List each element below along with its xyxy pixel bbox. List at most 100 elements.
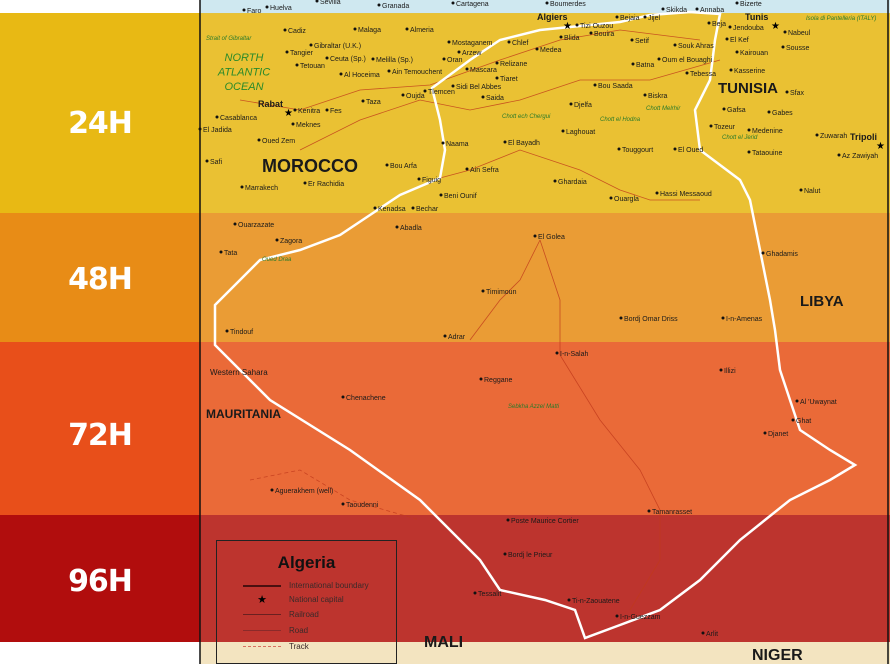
ocean-label: NORTH <box>225 52 264 64</box>
city-label: Relizane <box>500 61 527 68</box>
city-label: Souk Ahras <box>678 43 714 50</box>
city-dot <box>423 89 427 93</box>
city-label: Setif <box>635 38 649 45</box>
city-label: Kasserine <box>734 68 765 75</box>
city-label: Touggourt <box>622 147 653 154</box>
city-dot <box>661 7 665 11</box>
city-label: Zuwarah <box>820 133 847 140</box>
city-label: Oran <box>447 57 463 64</box>
city-dot <box>545 1 549 5</box>
city-dot <box>439 193 443 197</box>
city-dot <box>219 250 223 254</box>
city-dot <box>567 598 571 602</box>
city-dot <box>270 488 274 492</box>
city-dot <box>837 153 841 157</box>
city-dot <box>303 181 307 185</box>
city-label: Tetouan <box>300 63 325 70</box>
city-dot <box>767 110 771 114</box>
city-label: El Kef <box>730 37 749 44</box>
star-icon: ★ <box>876 141 885 152</box>
city-label: Medea <box>540 47 562 54</box>
city-label: Arzew <box>462 50 482 57</box>
city-dot <box>417 177 421 181</box>
city-dot <box>631 62 635 66</box>
city-label: Chenachene <box>346 395 386 402</box>
city-dot <box>763 431 767 435</box>
feature-label: Oued Draa <box>262 257 292 263</box>
city-dot <box>205 159 209 163</box>
city-dot <box>643 15 647 19</box>
city-label: Sevilla <box>320 0 341 6</box>
city-dot <box>555 351 559 355</box>
feature-label: Chott el Hodna <box>600 117 641 123</box>
city-label: Aguerakhem (well) <box>275 488 333 495</box>
city-label: Gafsa <box>727 107 746 114</box>
legend-item-boundary: International boundary <box>243 581 369 590</box>
city-dot <box>242 8 246 12</box>
city-dot <box>385 163 389 167</box>
city-label: Mascara <box>470 67 497 74</box>
map-legend: Algeria International boundary ★ National… <box>216 540 397 664</box>
city-dot <box>275 238 279 242</box>
city-label: Tamanrasset <box>652 509 692 516</box>
city-dot <box>285 50 289 54</box>
city-dot <box>735 1 739 5</box>
city-dot <box>341 395 345 399</box>
city-dot <box>507 40 511 44</box>
city-label: Tindouf <box>230 329 253 336</box>
city-label: I-n-Salah <box>560 351 589 358</box>
city-label: Ouarzazate <box>238 222 274 229</box>
city-dot <box>673 43 677 47</box>
feature-label: Strait of Gibraltar <box>206 36 252 42</box>
country-label: MAURITANIA <box>206 407 281 421</box>
city-label: Ghardaia <box>558 179 587 186</box>
city-dot <box>503 552 507 556</box>
band-label-24h: 24H <box>68 106 133 141</box>
city-label: Jijel <box>648 15 661 22</box>
city-label: Az Zawiyah <box>842 153 878 160</box>
city-label: Fes <box>330 108 342 115</box>
city-dot <box>799 188 803 192</box>
legend-item-railroad: Railroad <box>243 610 319 619</box>
city-dot <box>339 72 343 76</box>
city-label: Reggane <box>484 377 513 384</box>
band-96h <box>0 515 200 642</box>
country-label: MOROCCO <box>262 156 358 176</box>
city-label: El Jadida <box>203 127 232 134</box>
city-dot <box>503 140 507 144</box>
city-dot <box>735 50 739 54</box>
city-dot <box>655 191 659 195</box>
city-label: Safi <box>210 159 223 166</box>
band-72h <box>0 342 200 515</box>
city-dot <box>295 63 299 67</box>
band-label-72h: 72H <box>68 418 133 453</box>
city-label: Ti-n-Zaouatene <box>572 598 620 605</box>
star-icon: ★ <box>284 108 293 119</box>
capital-label: Algiers <box>537 12 568 22</box>
city-label: Medenine <box>752 128 783 135</box>
city-dot <box>373 206 377 210</box>
city-dot <box>371 57 375 61</box>
legend-item-capital: ★ National capital <box>243 593 344 606</box>
city-label: Bechar <box>416 206 439 213</box>
country-label: LIBYA <box>800 293 844 310</box>
city-dot <box>589 31 593 35</box>
city-dot <box>465 167 469 171</box>
city-label: Hassi Messaoud <box>660 191 712 198</box>
city-dot <box>495 61 499 65</box>
city-dot <box>722 107 726 111</box>
city-label: Blida <box>564 35 580 42</box>
city-dot <box>225 329 229 333</box>
city-label: Jendouba <box>733 25 764 32</box>
city-label: Bou Arfa <box>390 163 417 170</box>
city-label: Bordj Omar Driss <box>624 316 678 323</box>
city-dot <box>411 206 415 210</box>
mediterranean-sea <box>200 0 890 14</box>
city-label: Chlef <box>512 40 528 47</box>
city-label: El Bayadh <box>508 140 540 147</box>
city-dot <box>341 502 345 506</box>
feature-label: Chott el Jerid <box>722 135 758 141</box>
star-icon: ★ <box>563 21 572 32</box>
country-label: TUNISIA <box>718 80 778 97</box>
road-line <box>299 59 721 151</box>
